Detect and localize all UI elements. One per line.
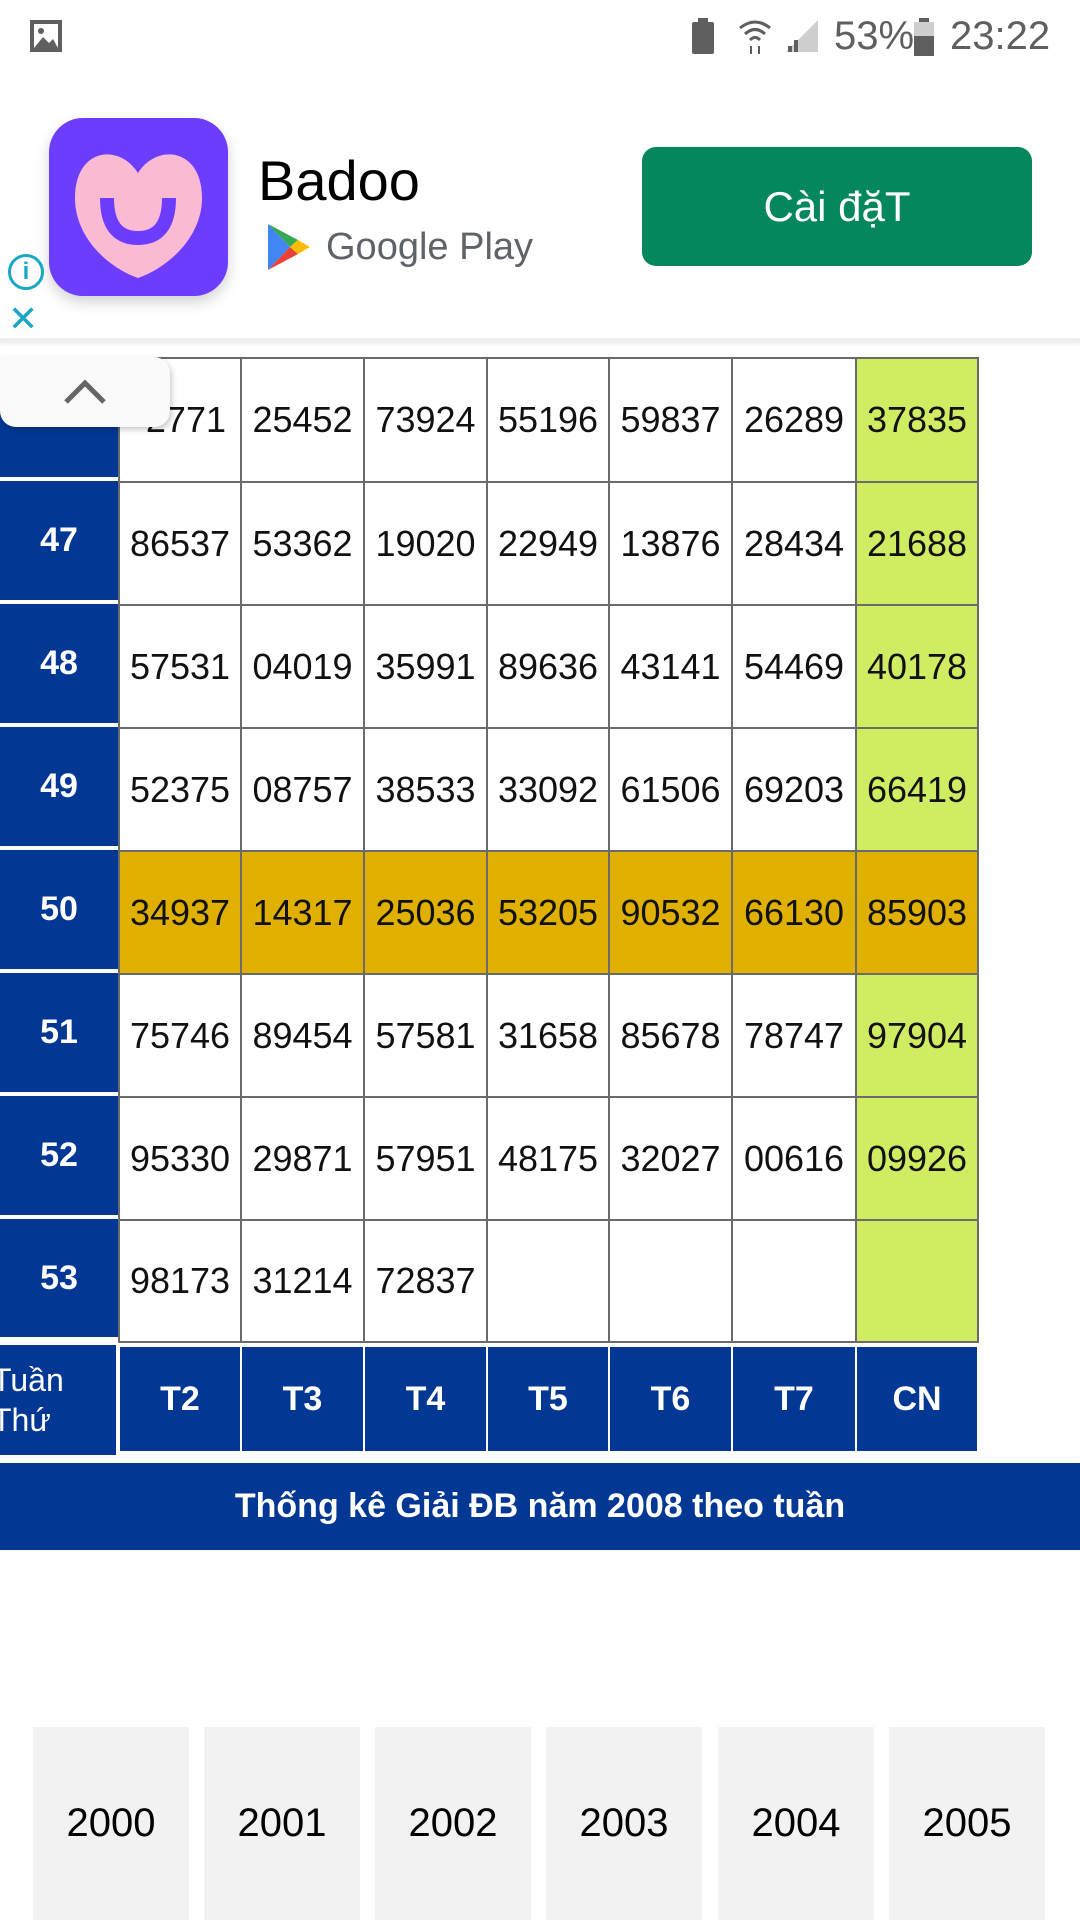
- week-number: 47: [0, 481, 118, 604]
- sunday-result-cell: 66419: [855, 727, 979, 852]
- week-number: 50: [0, 850, 118, 973]
- divider: [0, 338, 1080, 342]
- result-cell: 53362: [240, 481, 365, 606]
- result-cell: 85678: [608, 973, 733, 1098]
- result-cell: 31658: [486, 973, 610, 1098]
- ad-info-icon[interactable]: i: [8, 254, 44, 290]
- app-icon[interactable]: [49, 118, 228, 296]
- result-cell: 55196: [486, 357, 610, 483]
- result-cell: 29871: [240, 1096, 365, 1221]
- status-bar: 53% 23:22: [0, 0, 1080, 75]
- battery-percent: 53%: [834, 14, 915, 58]
- result-cell: 13876: [608, 481, 733, 606]
- result-cell: 59837: [608, 357, 733, 483]
- result-cell: 73924: [363, 357, 488, 483]
- result-cell: 57951: [363, 1096, 488, 1221]
- sunday-result-cell: 09926: [855, 1096, 979, 1221]
- result-cell: 34937: [118, 850, 242, 975]
- result-cell: 89454: [240, 973, 365, 1098]
- google-play-icon: [268, 224, 310, 270]
- battery-icon: [914, 18, 934, 56]
- day-column-header: T3: [240, 1345, 365, 1453]
- install-button[interactable]: Cài đặT: [642, 147, 1032, 266]
- result-cell: 90532: [608, 850, 733, 975]
- result-cell: 95330: [118, 1096, 242, 1221]
- year-button-2004[interactable]: 2004: [718, 1727, 874, 1920]
- result-cell: 48175: [486, 1096, 610, 1221]
- sunday-result-cell: 97904: [855, 973, 979, 1098]
- store-name: Google Play: [326, 226, 534, 268]
- result-cell: 72837: [363, 1219, 488, 1343]
- week-column-header: Tuần Thứ: [0, 1345, 116, 1455]
- result-cell: 54469: [731, 604, 857, 729]
- result-cell: 28434: [731, 481, 857, 606]
- result-cell: 00616: [731, 1096, 857, 1221]
- badoo-logo-icon: [75, 154, 202, 278]
- day-column-header: T7: [731, 1345, 857, 1453]
- ad-close-icon[interactable]: ✕: [8, 298, 39, 339]
- signal-icon: [786, 20, 818, 52]
- result-cell: [608, 1219, 733, 1343]
- result-cell: 69203: [731, 727, 857, 852]
- year-button-2002[interactable]: 2002: [375, 1727, 531, 1920]
- result-cell: 25452: [240, 357, 365, 483]
- result-cell: 57581: [363, 973, 488, 1098]
- year-button-2005[interactable]: 2005: [889, 1727, 1045, 1920]
- year-button-2001[interactable]: 2001: [204, 1727, 360, 1920]
- result-cell: 89636: [486, 604, 610, 729]
- result-cell: 33092: [486, 727, 610, 852]
- year-button-2003[interactable]: 2003: [546, 1727, 702, 1920]
- result-cell: 19020: [363, 481, 488, 606]
- day-column-header: CN: [855, 1345, 979, 1453]
- result-cell: [731, 1219, 857, 1343]
- result-cell: 61506: [608, 727, 733, 852]
- result-cell: 98173: [118, 1219, 242, 1343]
- result-cell: 35991: [363, 604, 488, 729]
- battery-saver-icon: [692, 18, 714, 54]
- sunday-result-cell: 40178: [855, 604, 979, 729]
- chevron-up-icon: [64, 379, 106, 404]
- result-cell: 86537: [118, 481, 242, 606]
- result-cell: [486, 1219, 610, 1343]
- result-cell: 14317: [240, 850, 365, 975]
- day-column-header: T4: [363, 1345, 488, 1453]
- week-number: 52: [0, 1096, 118, 1219]
- week-number: 51: [0, 973, 118, 1096]
- gallery-icon: [30, 20, 62, 52]
- result-cell: 38533: [363, 727, 488, 852]
- result-cell: 57531: [118, 604, 242, 729]
- wifi-icon: [739, 20, 771, 54]
- app-name[interactable]: Badoo: [258, 149, 420, 212]
- clock: 23:22: [950, 14, 1051, 58]
- result-cell: 26289: [731, 357, 857, 483]
- result-cell: 04019: [240, 604, 365, 729]
- week-number: 49: [0, 727, 118, 850]
- result-cell: 08757: [240, 727, 365, 852]
- sunday-result-cell: 37835: [855, 357, 979, 483]
- sunday-result-cell: 21688: [855, 481, 979, 606]
- result-cell: 66130: [731, 850, 857, 975]
- sunday-result-cell: [855, 1219, 979, 1343]
- week-number: 53: [0, 1219, 118, 1341]
- year-button-2000[interactable]: 2000: [33, 1727, 189, 1920]
- result-cell: 78747: [731, 973, 857, 1098]
- result-cell: 75746: [118, 973, 242, 1098]
- result-cell: 53205: [486, 850, 610, 975]
- collapse-ad-button[interactable]: [0, 357, 170, 427]
- sunday-result-cell: 85903: [855, 850, 979, 975]
- result-cell: 43141: [608, 604, 733, 729]
- day-column-header: T5: [486, 1345, 610, 1453]
- result-cell: 32027: [608, 1096, 733, 1221]
- week-number: 48: [0, 604, 118, 727]
- table-title: Thống kê Giải ĐB năm 2008 theo tuần: [0, 1463, 1080, 1550]
- day-column-header: T2: [118, 1345, 242, 1453]
- result-cell: 25036: [363, 850, 488, 975]
- result-cell: 52375: [118, 727, 242, 852]
- day-column-header: T6: [608, 1345, 733, 1453]
- result-cell: 31214: [240, 1219, 365, 1343]
- result-cell: 22949: [486, 481, 610, 606]
